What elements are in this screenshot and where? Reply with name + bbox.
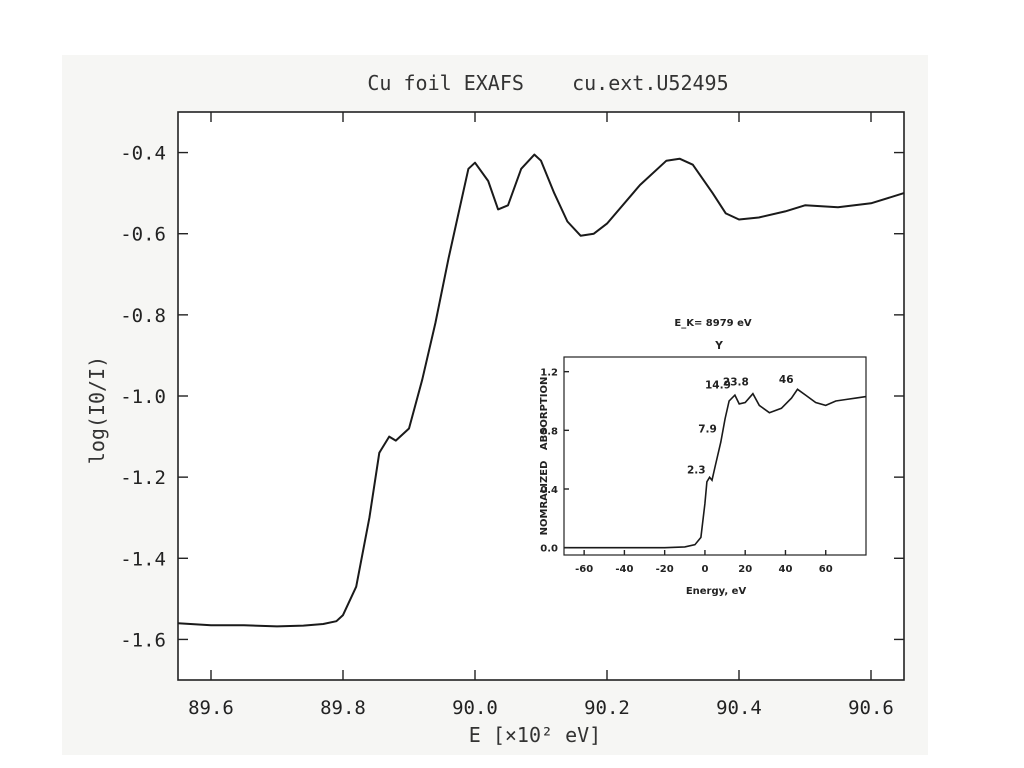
main-y-tick-label: -0.8 xyxy=(120,305,166,327)
inset-plot-frame xyxy=(563,356,867,556)
inset-y-tick-label: 0.0 xyxy=(540,544,558,555)
inset-y-tick-label: 0.4 xyxy=(540,485,558,496)
inset-x-tick-label: -20 xyxy=(656,564,674,575)
main-curve-0 xyxy=(177,153,905,628)
inset-edge-energy-label: E_K= 8979 eV xyxy=(674,318,752,329)
inset-chart: E_K= 8979 eV Y -60 -40 -20 0 20 40 60 0.0 0.4 0.8… xyxy=(539,318,867,597)
main-y-tick-label: -1.6 xyxy=(120,629,166,651)
inset-y-axis-label: NOMRALIZED ABSORPTION xyxy=(539,377,550,536)
inset-x-tick-label: 0 xyxy=(701,564,708,575)
inset-x-axis-label: Energy, eV xyxy=(686,586,747,597)
main-x-tick-label: 90.0 xyxy=(452,697,498,719)
main-x-tick-label: 90.4 xyxy=(716,697,762,719)
inset-y-tick-label: 1.2 xyxy=(540,368,558,379)
main-x-tick-label: 89.6 xyxy=(188,697,234,719)
inset-x-tick-label: -60 xyxy=(575,564,593,575)
inset-axis-ticks: -60 -40 -20 0 20 40 60 0.0 0.4 0.8 1.2 xyxy=(540,368,832,575)
main-y-tick-label: -0.6 xyxy=(120,224,166,246)
inset-x-tick-label: 60 xyxy=(819,564,833,575)
inset-x-tick-label: 40 xyxy=(779,564,793,575)
main-y-tick-label: -0.4 xyxy=(120,143,166,165)
inset-curve-0 xyxy=(564,388,867,549)
inset-peak-label: 46 xyxy=(779,374,794,386)
inset-peak-label: 23.8 xyxy=(723,377,749,389)
main-y-tick-label: -1.4 xyxy=(120,548,166,570)
main-x-tick-label: 90.2 xyxy=(584,697,630,719)
main-x-tick-label: 89.8 xyxy=(320,697,366,719)
inset-edge-marker: Y xyxy=(714,340,723,352)
main-y-tick-label: -1.0 xyxy=(120,386,166,408)
y-axis-label: log(I0/I) xyxy=(85,356,109,464)
inset-peak-annotations: 2.3 7.9 14.923.8 46 xyxy=(687,374,794,477)
x-axis-label: E [×10² eV] xyxy=(469,723,601,747)
inset-curve-layer xyxy=(564,388,867,549)
inset-x-tick-label: 20 xyxy=(738,564,752,575)
inset-x-tick-label: -40 xyxy=(615,564,633,575)
inset-y-tick-label: 0.8 xyxy=(540,426,558,437)
main-y-tick-label: -1.2 xyxy=(120,467,166,489)
inset-peak-label: 14.9 xyxy=(705,380,731,392)
main-x-tick-label: 90.6 xyxy=(848,697,894,719)
main-curve-layer xyxy=(177,153,905,628)
main-axis-ticks: 89.6 89.8 90.0 90.2 90.4 90.6 -0.4 -0.6 -0.8 -1.0… xyxy=(120,112,904,719)
inset-peak-label: 7.9 xyxy=(698,424,717,436)
chart-title: Cu foil EXAFS cu.ext.U52495 xyxy=(367,71,728,95)
inset-peak-label: 2.3 xyxy=(687,465,706,477)
